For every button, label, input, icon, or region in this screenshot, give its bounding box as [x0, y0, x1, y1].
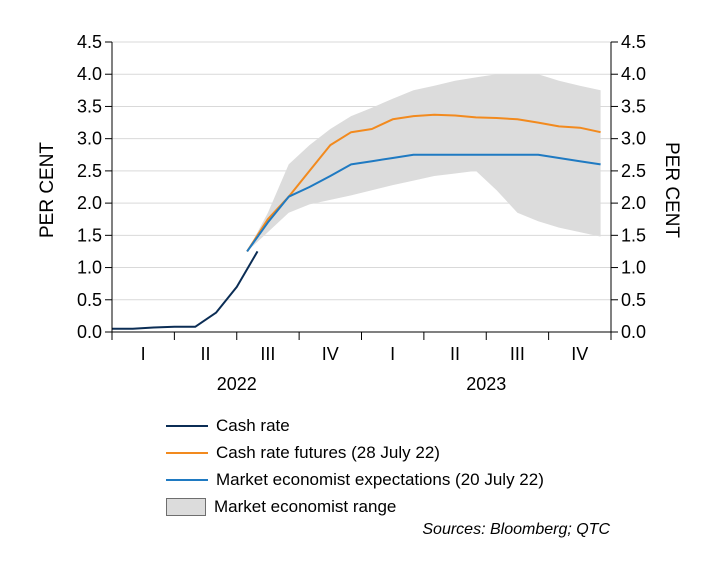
x-quarter-label: IV	[571, 344, 588, 364]
x-quarter-label: III	[510, 344, 525, 364]
y-tick-label-left: 0.0	[77, 322, 102, 342]
x-year-labels: 2022 2023	[217, 374, 507, 394]
x-quarter-label: III	[260, 344, 275, 364]
x-quarter-label: II	[201, 344, 211, 364]
x-year-label: 2023	[466, 374, 506, 394]
y-axis-title-right: PER CENT	[661, 142, 682, 238]
legend-item: Market economist range	[166, 493, 544, 520]
source-note: Sources: Bloomberg; QTC	[422, 521, 610, 538]
y-tick-label-right: 4.5	[621, 32, 646, 52]
legend-item: Cash rate	[166, 412, 544, 439]
y-tick-label-left: 4.0	[77, 64, 102, 84]
axes	[105, 41, 618, 340]
legend-label: Cash rate	[216, 415, 290, 435]
legend-item: Cash rate futures (28 July 22)	[166, 439, 544, 466]
y-tick-label-left: 3.0	[77, 129, 102, 149]
x-quarter-label: I	[390, 344, 395, 364]
x-quarter-label: IV	[322, 344, 339, 364]
y-tick-label-left: 4.5	[77, 32, 102, 52]
y-tick-label-right: 3.5	[621, 96, 646, 116]
x-quarter-label: I	[141, 344, 146, 364]
y-tick-label-left: 0.5	[77, 290, 102, 310]
legend-label: Market economist range	[214, 496, 397, 516]
series-band-market-economist-range	[247, 74, 601, 252]
series-line-2	[246, 113, 601, 252]
legend-swatch	[166, 424, 208, 427]
x-year-label: 2022	[217, 374, 257, 394]
legend: Cash rate Cash rate futures (28 July 22) M…	[166, 412, 544, 520]
right-y-tick-labels: 0.0 0.5 1.0 1.5 2.0 2.5 3.0 3.5 4.0 4.5	[621, 32, 646, 342]
y-tick-label-right: 3.0	[621, 129, 646, 149]
y-tick-label-left: 3.5	[77, 96, 102, 116]
legend-swatch	[166, 497, 206, 516]
series-line-3	[246, 153, 601, 252]
series-line-1	[112, 250, 259, 330]
y-axis-title-left: PER CENT	[37, 142, 58, 238]
y-tick-label-right: 2.0	[621, 193, 646, 213]
y-tick-label-left: 1.0	[77, 258, 102, 278]
y-tick-label-left: 1.5	[77, 225, 102, 245]
x-quarter-labels: I II III IV I II III IV	[141, 344, 589, 364]
left-y-tick-labels: 0.0 0.5 1.0 1.5 2.0 2.5 3.0 3.5 4.0 4.5	[77, 32, 102, 342]
y-tick-label-left: 2.0	[77, 193, 102, 213]
series-lines	[112, 113, 601, 330]
y-tick-label-right: 1.0	[621, 258, 646, 278]
y-tick-label-right: 4.0	[621, 64, 646, 84]
y-tick-label-right: 0.0	[621, 322, 646, 342]
y-tick-label-right: 2.5	[621, 161, 646, 181]
legend-item: Market economist expectations (20 July 2…	[166, 466, 544, 493]
y-tick-label-right: 0.5	[621, 290, 646, 310]
range-band	[247, 74, 601, 252]
y-tick-label-right: 1.5	[621, 225, 646, 245]
legend-label: Cash rate futures (28 July 22)	[216, 442, 440, 462]
y-tick-label-left: 2.5	[77, 161, 102, 181]
legend-label: Market economist expectations (20 July 2…	[216, 469, 544, 489]
x-quarter-label: II	[450, 344, 460, 364]
line-chart: 0.0 0.5 1.0 1.5 2.0 2.5 3.0 3.5 4.0 4.5 0.0 0.5 1.0…	[37, 32, 682, 394]
legend-swatch	[166, 451, 208, 454]
legend-swatch	[166, 478, 208, 481]
